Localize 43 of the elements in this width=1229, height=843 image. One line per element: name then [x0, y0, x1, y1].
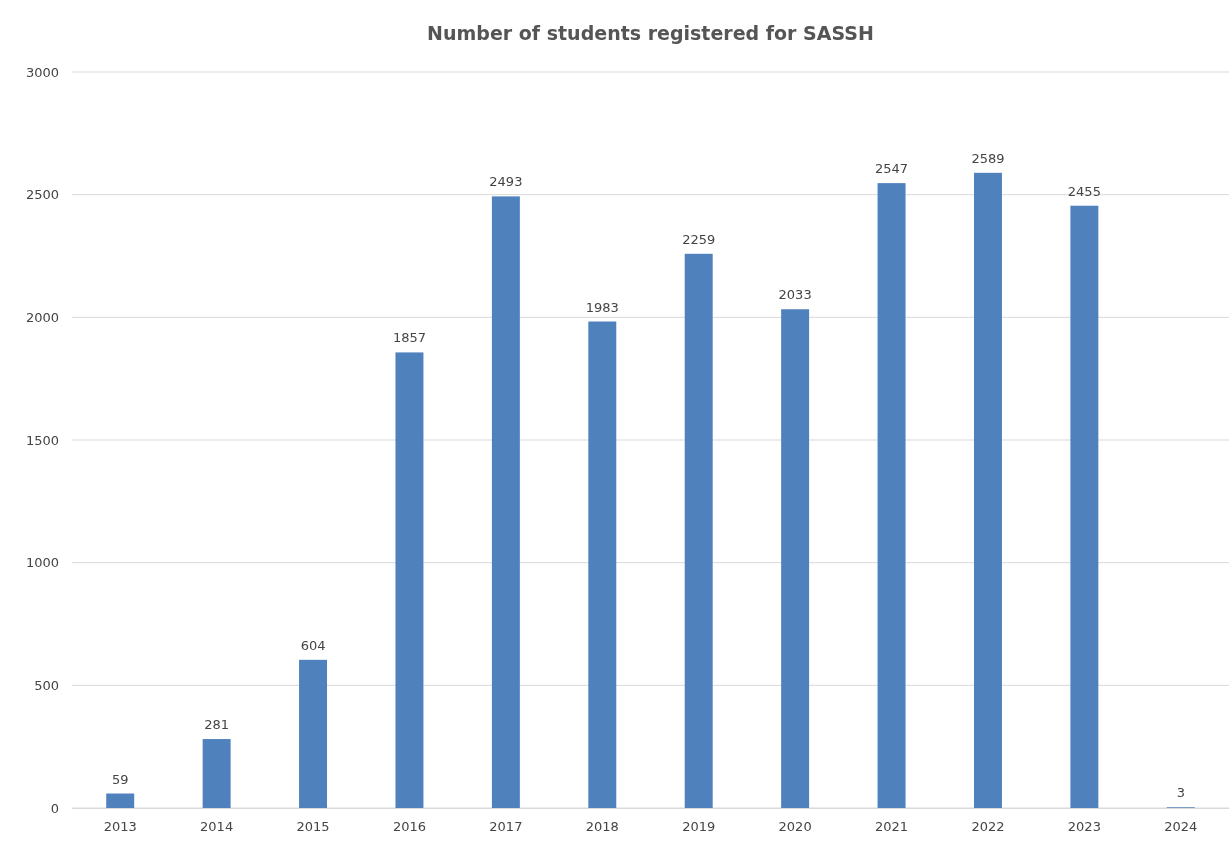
x-tick-label: 2023 — [1067, 819, 1101, 835]
data-label: 2493 — [489, 174, 523, 190]
y-tick-label: 1500 — [25, 432, 59, 448]
data-label: 3 — [1176, 785, 1185, 801]
x-tick-label: 2018 — [585, 819, 619, 835]
y-tick-label: 3000 — [25, 64, 59, 80]
data-label: 604 — [300, 637, 326, 653]
x-tick-label: 2021 — [874, 819, 909, 835]
bar — [395, 352, 424, 808]
y-tick-label: 1000 — [25, 555, 59, 571]
y-tick-label: 500 — [34, 677, 59, 693]
x-tick-label: 2016 — [392, 819, 427, 835]
data-label: 2455 — [1067, 183, 1101, 199]
bar — [973, 172, 1002, 808]
bar — [877, 183, 906, 808]
x-tick-label: 2019 — [682, 819, 716, 835]
bar — [588, 321, 617, 808]
bar — [684, 253, 713, 808]
data-label: 281 — [204, 717, 230, 733]
x-tick-label: 2017 — [489, 819, 523, 835]
chart-title: Number of students registered for SASSH — [427, 22, 874, 44]
data-label: 2259 — [682, 231, 716, 247]
y-tick-label: 0 — [50, 800, 59, 816]
bar — [1070, 205, 1099, 808]
bar — [491, 196, 520, 808]
x-tick-label: 2020 — [778, 819, 812, 835]
bar — [106, 793, 135, 808]
x-tick-label: 2013 — [103, 819, 137, 835]
y-tick-label: 2000 — [25, 309, 59, 325]
x-tick-label: 2015 — [296, 819, 330, 835]
bar — [299, 659, 328, 808]
bar — [781, 309, 810, 808]
x-tick-label: 2022 — [971, 819, 1005, 835]
y-tick-label: 2500 — [25, 187, 59, 203]
data-label: 59 — [111, 771, 129, 787]
x-tick-label: 2024 — [1164, 819, 1198, 835]
data-label: 2547 — [874, 161, 909, 177]
data-label: 2589 — [971, 150, 1005, 166]
data-label: 2033 — [778, 287, 812, 303]
data-label: 1983 — [585, 299, 619, 315]
x-tick-label: 2014 — [200, 819, 234, 835]
data-label: 1857 — [392, 330, 427, 346]
bar — [202, 739, 231, 808]
